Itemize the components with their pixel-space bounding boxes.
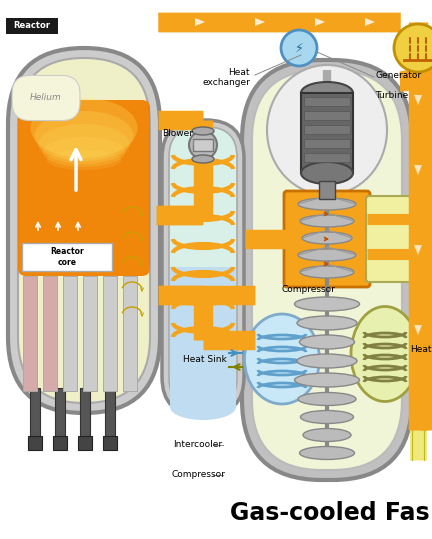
Ellipse shape [351,307,419,402]
FancyBboxPatch shape [252,70,402,470]
Polygon shape [414,95,422,105]
FancyBboxPatch shape [169,127,237,408]
Ellipse shape [189,131,217,159]
FancyBboxPatch shape [162,120,244,415]
Bar [63,276,77,391]
Polygon shape [255,18,265,26]
Bar [103,276,117,391]
Ellipse shape [267,65,387,195]
Text: Gas-cooled Fas: Gas-cooled Fas [230,501,430,525]
Bar [304,139,350,148]
Circle shape [281,30,317,66]
Text: Heat
exchanger: Heat exchanger [202,68,250,87]
Ellipse shape [298,198,356,210]
Text: ⚡: ⚡ [295,42,303,54]
Text: Compressor: Compressor [282,285,336,294]
Bar [55,388,65,438]
Ellipse shape [42,137,126,167]
Bar [319,181,335,199]
Ellipse shape [299,446,355,460]
FancyBboxPatch shape [18,58,150,403]
Circle shape [394,24,432,72]
Polygon shape [414,165,422,175]
Bar [23,276,37,391]
Bar [170,267,236,406]
Ellipse shape [245,314,320,404]
Ellipse shape [192,155,214,163]
Bar [78,436,92,450]
Ellipse shape [300,215,354,227]
FancyBboxPatch shape [366,196,427,282]
Text: Intercooler: Intercooler [173,440,222,449]
Bar [304,111,350,120]
Ellipse shape [170,394,236,420]
Polygon shape [414,325,422,335]
Ellipse shape [31,98,137,158]
Ellipse shape [297,316,357,330]
Ellipse shape [295,297,359,311]
Text: Helium: Helium [30,93,62,102]
Ellipse shape [298,249,356,261]
Bar [304,97,350,106]
Ellipse shape [38,124,130,164]
Text: Reactor
core: Reactor core [50,247,84,267]
Text: Generator: Generator [375,71,421,79]
Text: Heat: Heat [410,344,432,354]
Ellipse shape [301,411,353,424]
Bar [103,436,117,450]
Bar [28,436,42,450]
Bar [30,388,40,438]
Text: Compressor: Compressor [171,470,225,479]
Bar [43,276,57,391]
FancyBboxPatch shape [18,100,150,276]
Bar [105,388,115,438]
Bar [193,139,213,151]
Ellipse shape [47,150,121,170]
Bar [304,125,350,134]
Ellipse shape [302,232,352,244]
Ellipse shape [295,373,359,387]
Text: Heat Sink: Heat Sink [183,355,227,363]
Bar [80,388,90,438]
Bar [83,276,97,391]
Polygon shape [195,18,205,26]
Bar [304,153,350,162]
Ellipse shape [300,266,354,278]
FancyBboxPatch shape [242,60,412,480]
Ellipse shape [303,429,351,441]
Ellipse shape [301,162,353,184]
Polygon shape [315,18,325,26]
FancyBboxPatch shape [284,191,370,287]
Bar [53,436,67,450]
Ellipse shape [35,111,133,161]
Ellipse shape [298,392,356,405]
Text: Turbine: Turbine [375,91,408,100]
Ellipse shape [299,335,355,349]
Polygon shape [365,18,375,26]
Bar [22,243,112,271]
Bar [6,18,58,34]
Bar [301,93,353,173]
Ellipse shape [301,82,353,104]
Ellipse shape [192,127,214,135]
Text: Blower: Blower [162,129,193,138]
Polygon shape [414,245,422,255]
Text: Reactor: Reactor [13,22,51,31]
FancyBboxPatch shape [8,48,160,413]
Ellipse shape [297,354,357,368]
Bar [123,276,137,391]
